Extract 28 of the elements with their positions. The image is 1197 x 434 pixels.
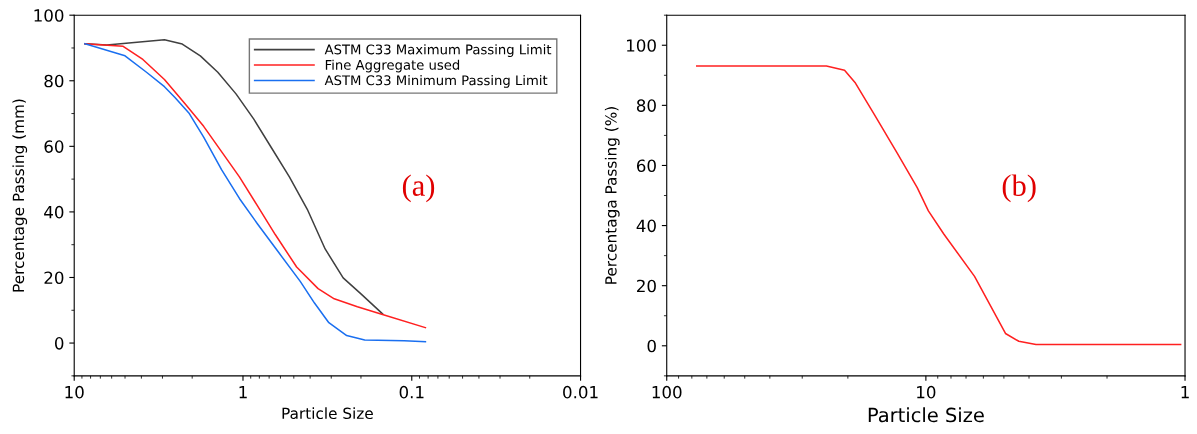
x-axis-title: Particle Size (868, 407, 984, 423)
annotation: (b) (1002, 174, 1036, 203)
x-tick-label: 10 (917, 385, 936, 399)
x-tick-label: 1 (239, 386, 247, 399)
y-axis-title: Percentage Passing (mm) (12, 99, 28, 292)
y-tick-label: 0 (647, 339, 656, 353)
y-tick-label: 40 (44, 205, 64, 219)
x-axis-title: Particle Size (282, 407, 373, 420)
y-tick-label: 20 (44, 271, 64, 285)
y-tick-label: 60 (636, 159, 656, 173)
x-tick-label: 1 (1181, 386, 1189, 399)
y-tick-label: 80 (636, 99, 656, 112)
y-tick-label: 40 (636, 219, 656, 233)
x-tick-label: 0.1 (399, 385, 424, 399)
y-tick-label: 60 (44, 140, 64, 153)
y-tick-label: 20 (637, 279, 656, 293)
legend-label: Fine Aggregate used (325, 59, 460, 73)
y-tick-label: 80 (44, 74, 64, 88)
y-tick-label: 100 (34, 9, 64, 22)
y-tick-label: 0 (54, 337, 64, 350)
annotation: (a) (402, 174, 435, 203)
y-axis-title: Percentaga Passing (%) (604, 107, 620, 284)
x-tick-label: 10 (65, 385, 84, 399)
x-tick-label: 100 (652, 385, 682, 399)
legend-label: ASTM C33 Maximum Passing Limit (324, 44, 552, 57)
y-tick-label: 100 (627, 39, 656, 52)
legend-label: ASTM C33 Minimum Passing Limit (324, 75, 548, 88)
x-tick-label: 0.01 (563, 385, 598, 399)
